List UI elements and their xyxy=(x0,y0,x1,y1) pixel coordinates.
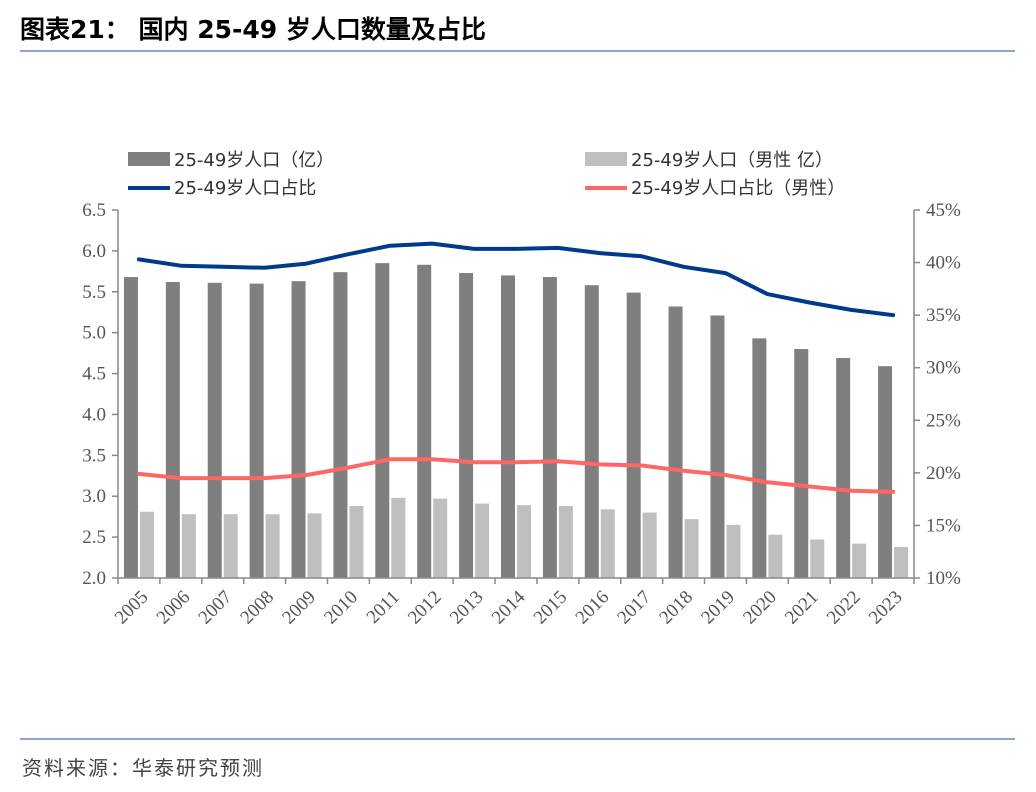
x-tick-label: 2008 xyxy=(236,587,278,629)
bar-male-2010 xyxy=(349,506,364,578)
legend-label: 25-49岁人口占比 xyxy=(174,178,316,199)
bar-male-2015 xyxy=(558,506,573,578)
legend-swatch xyxy=(128,152,170,166)
x-tick-label: 2018 xyxy=(655,587,697,629)
bar-male-2007 xyxy=(223,514,238,578)
legend-label: 25-49岁人口占比（男性） xyxy=(631,178,845,199)
right-tick-label: 10% xyxy=(926,568,961,589)
source-note: 资料来源：华泰研究预测 xyxy=(22,756,264,780)
bar-total-2014 xyxy=(501,275,515,578)
bar-male-2011 xyxy=(391,497,406,578)
bar-total-2013 xyxy=(459,272,474,578)
bar-male-2012 xyxy=(433,498,448,578)
bar-total-2023 xyxy=(878,366,893,578)
bar-male-2023 xyxy=(894,546,909,578)
bar-total-2012 xyxy=(417,264,432,578)
x-tick-label: 2007 xyxy=(195,587,237,629)
x-tick-label: 2022 xyxy=(823,587,865,629)
x-tick-label: 2013 xyxy=(446,587,488,629)
bar-male-2014 xyxy=(517,505,531,578)
bar-total-2005 xyxy=(123,277,138,578)
bar-total-2007 xyxy=(207,282,222,578)
share-line-male xyxy=(136,457,896,494)
right-tick-label: 40% xyxy=(926,253,961,274)
bar-total-2019 xyxy=(710,315,725,578)
legend-label: 25-49岁人口（亿） xyxy=(174,150,334,171)
bar-total-2010 xyxy=(333,272,348,578)
bar-total-2006 xyxy=(165,281,180,578)
share-line xyxy=(136,241,896,318)
bars-group xyxy=(123,263,909,578)
bar-total-2011 xyxy=(375,263,390,578)
x-tick-label: 2021 xyxy=(781,587,823,629)
bar-male-2018 xyxy=(684,519,699,578)
legend: 25-49岁人口（亿） 25-49岁人口（男性 亿） 25-49岁人口占比 25-49… xyxy=(128,150,845,199)
left-tick-label: 2.5 xyxy=(82,527,106,548)
bar-male-2008 xyxy=(265,514,280,578)
title-divider xyxy=(20,50,1015,52)
x-tick-label: 2014 xyxy=(488,586,530,628)
x-tick-label: 2010 xyxy=(320,587,362,629)
bar-total-2016 xyxy=(584,285,599,578)
left-tick-label: 3.5 xyxy=(82,445,106,466)
bar-total-2015 xyxy=(542,277,557,578)
x-tick-label: 2019 xyxy=(697,587,739,629)
bar-total-2017 xyxy=(626,292,641,578)
x-tick-label: 2009 xyxy=(278,587,320,629)
right-tick-label: 25% xyxy=(926,410,961,431)
chart: 25-49岁人口（亿） 25-49岁人口（男性 亿） 25-49岁人口占比 25-49… xyxy=(82,150,961,629)
lines-group xyxy=(136,241,896,494)
right-tick-label: 20% xyxy=(926,463,961,484)
right-tick-label: 30% xyxy=(926,358,961,379)
bar-total-2009 xyxy=(291,281,306,578)
bar-male-2020 xyxy=(768,534,783,578)
bar-total-2018 xyxy=(668,306,683,578)
left-tick-label: 4.5 xyxy=(82,364,106,385)
x-tick-label: 2005 xyxy=(111,587,153,629)
x-tick-label: 2012 xyxy=(404,587,446,629)
legend-swatch xyxy=(585,152,627,166)
bar-male-2017 xyxy=(642,512,657,578)
x-tick-label: 2017 xyxy=(614,587,656,629)
x-tick-label: 2023 xyxy=(865,587,907,629)
left-tick-label: 3.0 xyxy=(82,486,106,507)
bar-male-2013 xyxy=(475,503,490,578)
x-tick-label: 2016 xyxy=(572,587,614,629)
chart-title: 图表21： 国内 25-49 岁人口数量及占比 xyxy=(20,15,486,44)
legend-label: 25-49岁人口（男性 亿） xyxy=(631,150,833,171)
bar-male-2016 xyxy=(600,509,615,578)
footer-divider xyxy=(20,738,1015,740)
right-tick-label: 35% xyxy=(926,305,961,326)
bar-male-2022 xyxy=(852,543,867,578)
left-tick-label: 5.5 xyxy=(82,282,106,303)
left-tick-label: 6.0 xyxy=(82,241,106,262)
x-tick-label: 2011 xyxy=(363,587,404,628)
x-tick-label: 2015 xyxy=(530,587,572,629)
x-tick-label: 2006 xyxy=(153,587,195,629)
bar-total-2020 xyxy=(752,338,767,578)
bar-male-2005 xyxy=(139,511,154,578)
bar-total-2022 xyxy=(836,358,851,578)
bar-male-2021 xyxy=(810,539,825,578)
bar-total-2021 xyxy=(794,349,809,578)
right-tick-label: 15% xyxy=(926,515,961,536)
left-tick-label: 4.0 xyxy=(82,404,106,425)
bar-male-2006 xyxy=(181,514,196,578)
bar-male-2009 xyxy=(307,513,322,578)
bar-total-2008 xyxy=(249,283,264,578)
left-tick-label: 6.5 xyxy=(82,200,106,221)
bar-male-2019 xyxy=(726,524,741,578)
x-tick-label: 2020 xyxy=(739,587,781,629)
left-tick-label: 5.0 xyxy=(82,323,106,344)
right-tick-label: 45% xyxy=(926,200,961,221)
left-tick-label: 2.0 xyxy=(82,568,106,589)
